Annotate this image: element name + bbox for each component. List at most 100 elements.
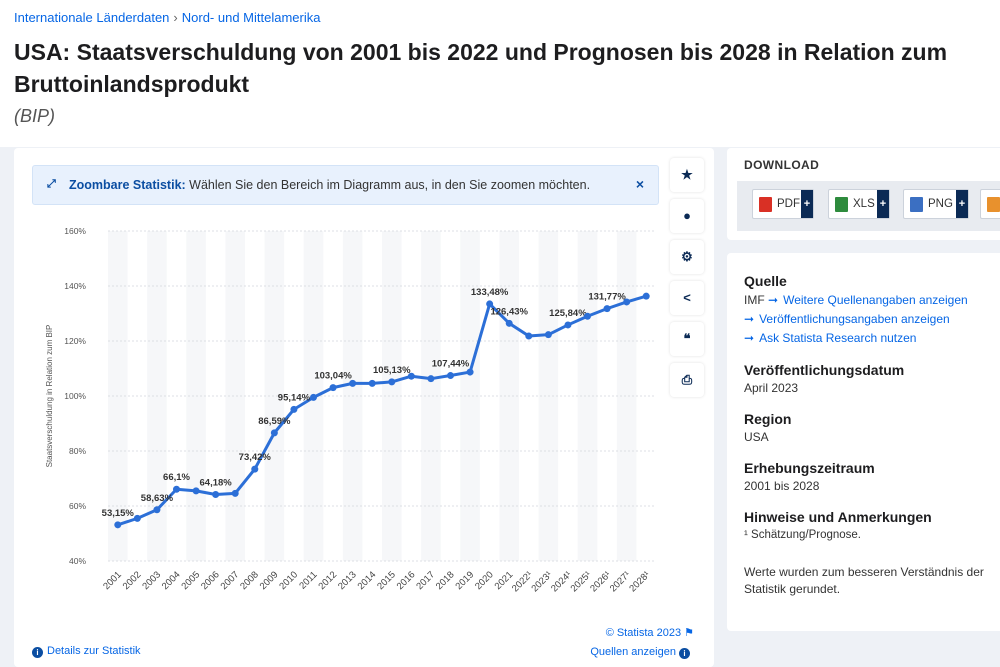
- xls-icon: [835, 197, 848, 212]
- data-label: 66,1%: [163, 472, 190, 483]
- chart[interactable]: 40% 60% 80% 100% 120% 140% 160% Staatsverschuld…: [14, 148, 714, 628]
- data-point: [310, 393, 317, 401]
- print-button[interactable]: ⎙: [670, 363, 704, 397]
- page-subtitle: (BIP): [14, 106, 56, 126]
- notes-value: ¹ Schätzung/Prognose.: [744, 529, 861, 541]
- data-point: [544, 331, 552, 339]
- show-sources-link[interactable]: Quellen anzeigen i: [590, 646, 694, 659]
- y-axis-title: Staatsverschuldung in Relation zum BIP: [45, 325, 54, 468]
- x-tick-label: 2016: [395, 569, 418, 592]
- x-tick-label: 2001: [101, 569, 124, 592]
- data-label: 126,43%: [490, 306, 528, 317]
- arrow-right-icon: ➞: [744, 312, 755, 326]
- period-heading: Erhebungszeitraum: [744, 460, 875, 476]
- column-band: [421, 231, 441, 561]
- data-label: 133,48%: [471, 287, 509, 298]
- pdf-icon: [759, 197, 772, 212]
- source-heading: Quelle: [744, 273, 787, 289]
- download-xls-label: XLS: [853, 198, 875, 210]
- x-tick-label: 2027¹: [608, 569, 633, 594]
- y-tick-label: 80%: [69, 446, 86, 456]
- publication-date-value: April 2023: [744, 381, 799, 395]
- quote-icon: ❝: [683, 331, 691, 346]
- x-tick-label: 2002: [121, 569, 144, 592]
- source-more-label: Weitere Quellenangaben anzeigen: [783, 293, 968, 307]
- download-pdf-label: PDF: [777, 198, 800, 210]
- column-band: [616, 231, 637, 561]
- download-xls-button[interactable]: XLS +: [828, 189, 890, 219]
- data-point: [584, 312, 591, 320]
- gear-icon: ⚙: [681, 249, 693, 264]
- rounding-note: Werte wurden zum besseren Verständnis de…: [744, 565, 984, 596]
- region-heading: Region: [744, 411, 792, 427]
- y-tick-label: 60%: [69, 501, 86, 511]
- x-tick-label: 2013: [336, 569, 359, 592]
- data-point: [349, 379, 357, 387]
- x-tick-label: 2024¹: [549, 569, 574, 594]
- download-pdf-button[interactable]: PDF +: [752, 189, 814, 219]
- print-icon: ⎙: [681, 372, 693, 387]
- zoom-icon: ⤢: [47, 178, 56, 190]
- share-icon: <: [683, 290, 691, 305]
- column-band: [225, 231, 245, 561]
- source-block: IMF ➞ Weitere Quellenangaben anzeigen ➞ Ve…: [744, 291, 1000, 348]
- publication-info-link[interactable]: ➞ Veröffentlichungsangaben anzeigen: [744, 310, 1000, 329]
- x-tick-label: 2005: [179, 569, 202, 592]
- zoom-banner-title: Zoombare Statistik:: [69, 178, 186, 192]
- period-value: 2001 bis 2028: [744, 479, 820, 493]
- x-tick-label: 2008: [238, 569, 261, 592]
- breadcrumb-separator: ›: [173, 10, 178, 25]
- data-label: 73,42%: [239, 452, 272, 463]
- data-label: 53,15%: [102, 508, 135, 519]
- share-button[interactable]: <: [670, 281, 704, 315]
- plus-icon: +: [801, 190, 813, 218]
- info-panel: Quelle IMF ➞ Weitere Quellenangaben anzei…: [727, 253, 1000, 631]
- x-tick-label: 2009: [258, 569, 281, 592]
- star-icon: ★: [681, 167, 693, 182]
- notes-heading: Hinweise und Anmerkungen: [744, 509, 932, 525]
- download-png-button[interactable]: PNG +: [903, 189, 969, 219]
- data-label: 131,77%: [588, 292, 626, 303]
- data-point: [212, 491, 220, 499]
- data-point: [642, 292, 650, 300]
- x-tick-label: 2004: [160, 569, 183, 592]
- x-tick-label: 2020: [473, 569, 496, 592]
- download-bar: PDF + XLS + PNG +: [737, 181, 1000, 231]
- x-tick-label: 2018: [434, 569, 457, 592]
- cite-button[interactable]: ❝: [670, 322, 704, 356]
- data-label: 95,14%: [278, 392, 311, 403]
- copyright[interactable]: © Statista 2023 ⚑: [606, 626, 694, 639]
- data-point: [427, 375, 435, 383]
- data-label: 125,84%: [549, 308, 587, 319]
- column-band: [460, 231, 480, 561]
- breadcrumb-item-region[interactable]: Nord- und Mittelamerika: [181, 10, 321, 25]
- x-tick-label: 2010: [277, 569, 300, 592]
- x-tick-label: 2026¹: [588, 569, 613, 594]
- ask-research-label: Ask Statista Research nutzen: [759, 331, 917, 345]
- data-point: [173, 485, 180, 493]
- arrow-right-icon: ➞: [768, 293, 779, 307]
- data-point: [251, 465, 259, 473]
- breadcrumb-item-countries[interactable]: Internationale Länderdaten: [14, 10, 170, 25]
- notification-button[interactable]: ●: [670, 199, 704, 233]
- data-label: 107,44%: [432, 359, 470, 370]
- close-icon[interactable]: ×: [635, 176, 644, 192]
- bell-icon: ●: [683, 208, 691, 223]
- sources-label: Quellen anzeigen: [590, 646, 676, 658]
- details-link[interactable]: i Details zur Statistik: [32, 645, 141, 658]
- breadcrumb: Internationale Länderdaten › Nord- und Mit…: [14, 10, 320, 25]
- y-tick-label: 120%: [64, 336, 86, 346]
- ask-research-link[interactable]: ➞ Ask Statista Research nutzen: [744, 329, 1000, 348]
- data-point: [603, 305, 611, 313]
- data-label: 58,63%: [141, 493, 174, 504]
- y-tick-label: 140%: [64, 281, 86, 291]
- settings-button[interactable]: ⚙: [670, 240, 704, 274]
- arrow-right-icon: ➞: [744, 331, 755, 345]
- page-header: Internationale Länderdaten › Nord- und Mit…: [0, 0, 1000, 147]
- download-more-button[interactable]: [980, 189, 1000, 219]
- x-tick-label: 2007: [219, 569, 242, 592]
- star-button[interactable]: ★: [670, 158, 704, 192]
- data-point: [388, 378, 396, 386]
- column-band: [264, 231, 285, 561]
- source-more-link[interactable]: IMF ➞ Weitere Quellenangaben anzeigen: [744, 291, 1000, 310]
